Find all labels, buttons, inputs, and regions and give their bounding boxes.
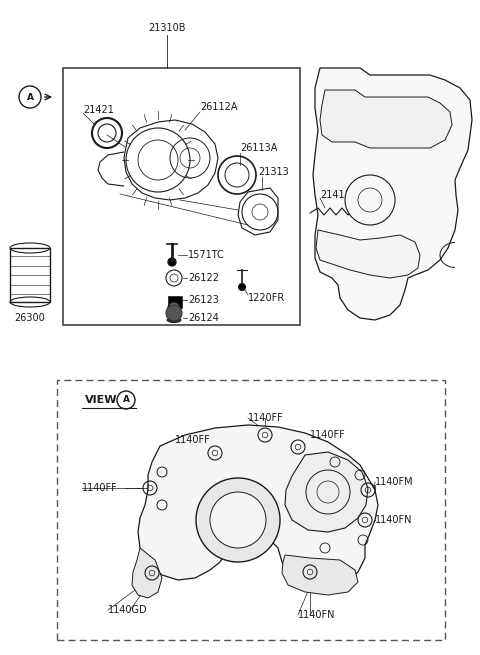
Bar (10, 248, 50, 302)
Text: 1140FF: 1140FF (82, 483, 118, 493)
Circle shape (168, 302, 180, 314)
Polygon shape (320, 90, 452, 148)
Text: 1220FR: 1220FR (248, 293, 285, 303)
Circle shape (168, 258, 176, 266)
Text: 26122: 26122 (188, 273, 219, 283)
Text: 21411B: 21411B (320, 190, 358, 200)
Circle shape (166, 305, 182, 321)
Text: 26300: 26300 (14, 313, 46, 323)
Text: VIEW: VIEW (85, 395, 118, 405)
Ellipse shape (167, 318, 181, 322)
Text: 1140FM: 1140FM (375, 477, 414, 487)
Text: 26113A: 26113A (240, 143, 277, 153)
Bar (63, 68, 300, 325)
Text: 21313: 21313 (258, 167, 289, 177)
Circle shape (210, 492, 266, 548)
Text: 1140FF: 1140FF (175, 435, 211, 445)
Polygon shape (316, 230, 420, 278)
Text: 21421: 21421 (83, 105, 114, 115)
Polygon shape (282, 555, 358, 595)
Text: 1140FN: 1140FN (298, 610, 336, 620)
Polygon shape (313, 68, 472, 320)
Polygon shape (132, 548, 162, 598)
Polygon shape (285, 452, 368, 532)
Text: 26124: 26124 (188, 313, 219, 323)
Text: 26123: 26123 (188, 295, 219, 305)
Text: A: A (122, 396, 130, 405)
Text: 1140FF: 1140FF (310, 430, 346, 440)
Text: A: A (26, 92, 34, 102)
Bar (57, 380, 445, 640)
Text: 26112A: 26112A (200, 102, 238, 112)
Text: 1571TC: 1571TC (188, 250, 225, 260)
Bar (168, 296, 182, 308)
Circle shape (196, 478, 280, 562)
Circle shape (345, 175, 395, 225)
Circle shape (238, 283, 246, 291)
Text: 1140FF: 1140FF (248, 413, 284, 423)
Text: 1140FN: 1140FN (375, 515, 412, 525)
Text: 21310B: 21310B (148, 23, 186, 33)
Text: 1140GD: 1140GD (108, 605, 148, 615)
Polygon shape (138, 425, 378, 590)
